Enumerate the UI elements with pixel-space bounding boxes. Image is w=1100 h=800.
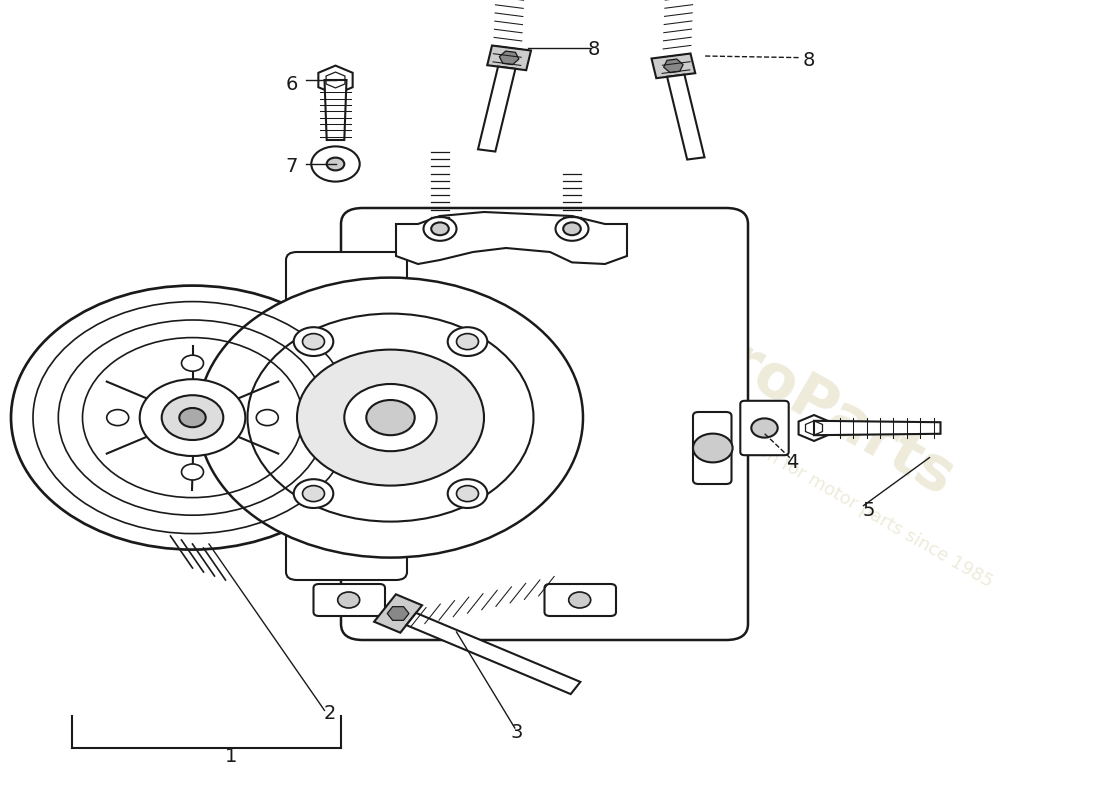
Polygon shape: [324, 80, 346, 140]
Text: 3: 3: [510, 722, 524, 742]
Circle shape: [366, 400, 415, 435]
Circle shape: [456, 486, 478, 502]
Polygon shape: [667, 74, 704, 159]
Circle shape: [311, 146, 360, 182]
Polygon shape: [318, 66, 353, 94]
Polygon shape: [814, 421, 940, 435]
Polygon shape: [396, 212, 627, 264]
FancyBboxPatch shape: [544, 584, 616, 616]
Circle shape: [140, 379, 245, 456]
Polygon shape: [487, 46, 531, 70]
Polygon shape: [387, 606, 409, 620]
Polygon shape: [406, 613, 581, 694]
Circle shape: [294, 479, 333, 508]
Polygon shape: [651, 54, 695, 78]
Circle shape: [327, 158, 344, 170]
Circle shape: [179, 408, 206, 427]
Circle shape: [294, 327, 333, 356]
Text: 6: 6: [285, 74, 298, 94]
Circle shape: [431, 222, 449, 235]
Circle shape: [11, 286, 374, 550]
Text: 1: 1: [224, 746, 238, 766]
Polygon shape: [799, 415, 829, 441]
Circle shape: [302, 486, 324, 502]
Circle shape: [563, 222, 581, 235]
FancyBboxPatch shape: [286, 252, 407, 580]
Circle shape: [182, 355, 204, 371]
Polygon shape: [374, 594, 422, 633]
Text: 7: 7: [285, 157, 298, 176]
Circle shape: [162, 395, 223, 440]
Circle shape: [424, 217, 456, 241]
Circle shape: [569, 592, 591, 608]
Circle shape: [302, 334, 324, 350]
FancyBboxPatch shape: [341, 208, 748, 640]
Text: 4: 4: [785, 453, 799, 472]
Circle shape: [256, 410, 278, 426]
FancyBboxPatch shape: [693, 412, 732, 484]
Polygon shape: [663, 59, 683, 73]
FancyBboxPatch shape: [740, 401, 789, 455]
Circle shape: [182, 464, 204, 480]
Circle shape: [297, 350, 484, 486]
Circle shape: [751, 418, 778, 438]
Circle shape: [338, 592, 360, 608]
Polygon shape: [478, 66, 516, 151]
Text: a passion for motor parts since 1985: a passion for motor parts since 1985: [698, 409, 996, 591]
Text: 8: 8: [587, 40, 601, 59]
Circle shape: [344, 384, 437, 451]
Circle shape: [693, 434, 733, 462]
Circle shape: [448, 327, 487, 356]
Text: 5: 5: [862, 501, 876, 520]
Circle shape: [198, 278, 583, 558]
Circle shape: [448, 479, 487, 508]
Circle shape: [556, 217, 588, 241]
Circle shape: [107, 410, 129, 426]
Text: 2: 2: [323, 704, 337, 723]
Text: 8: 8: [802, 50, 815, 70]
FancyBboxPatch shape: [314, 584, 385, 616]
Text: EuroParts: EuroParts: [642, 290, 964, 510]
Circle shape: [456, 334, 478, 350]
Polygon shape: [499, 51, 519, 65]
